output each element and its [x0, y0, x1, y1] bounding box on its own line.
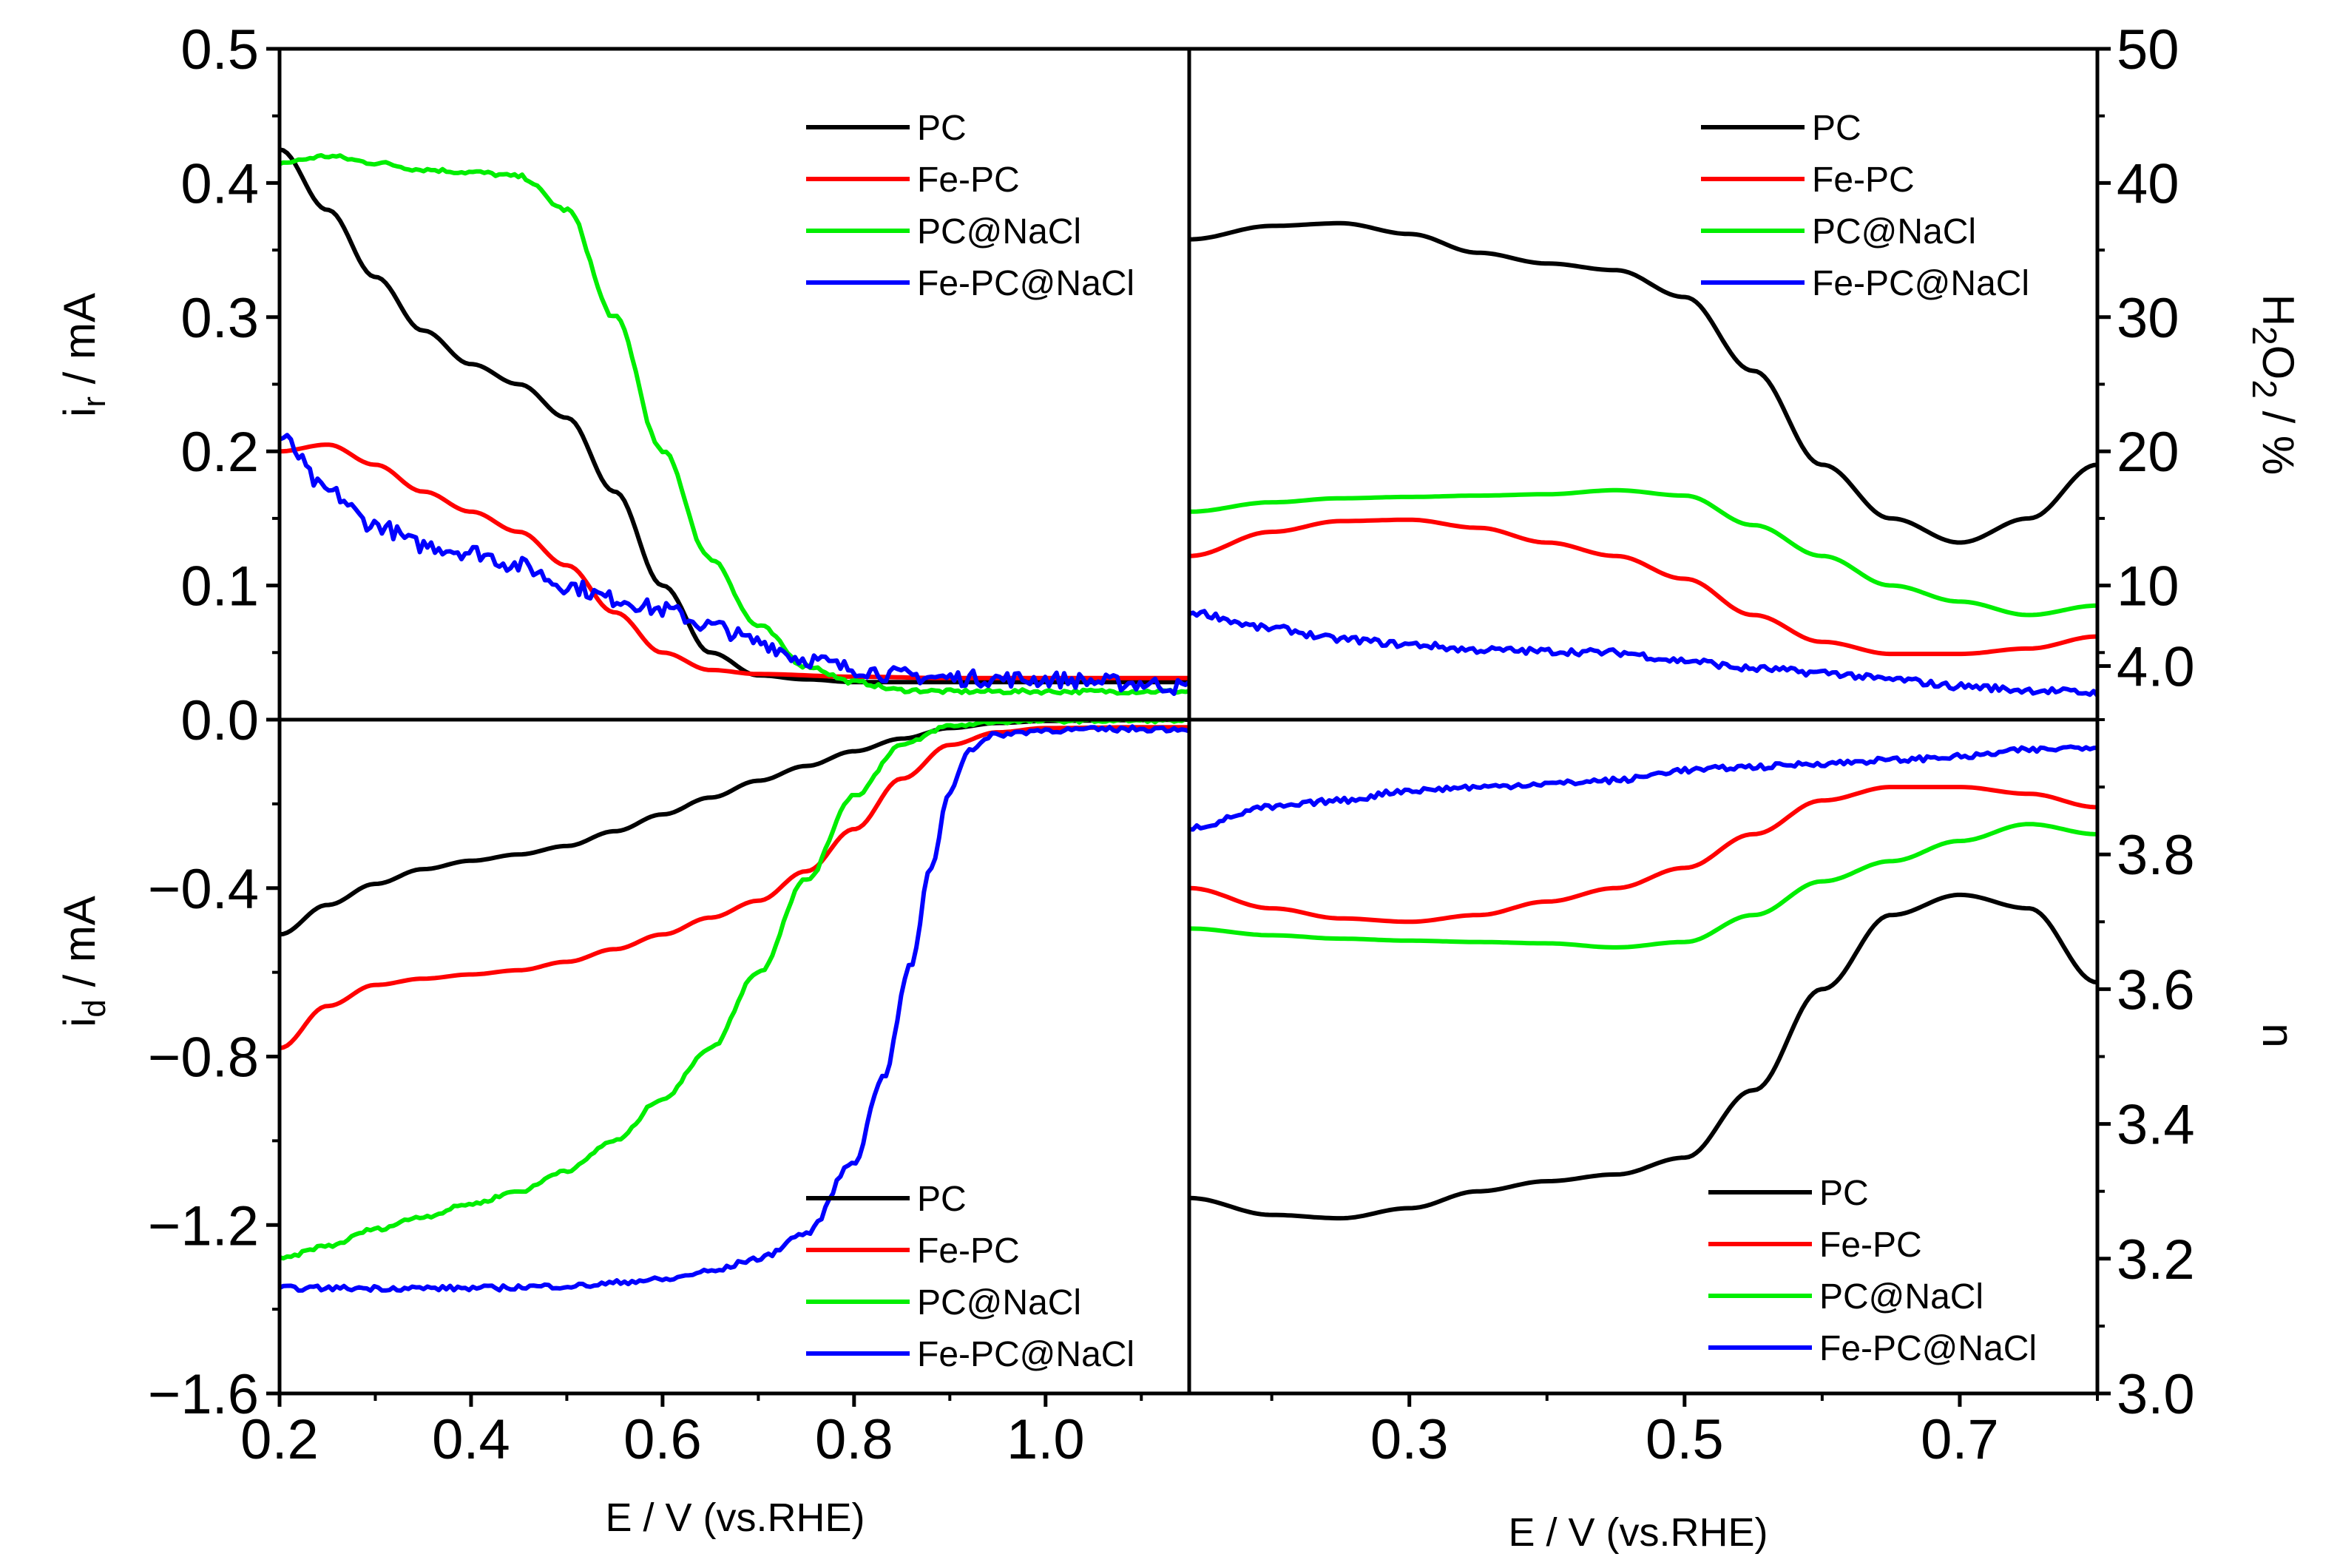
disk-current-xtick-label: 1.0 — [1007, 1408, 1085, 1471]
disk-current-series-pc — [280, 720, 1189, 937]
electron-number-ytick-label: 3.6 — [2117, 959, 2195, 1021]
ring-current-ytick-label: 0.2 — [180, 421, 259, 484]
disk-current-ytick-label: −0.4 — [148, 858, 259, 921]
electron-number-ytick-label: 3.0 — [2117, 1363, 2195, 1426]
electron-number-ytick-label: 3.8 — [2117, 824, 2195, 887]
electron-number-legend-label-pc-nacl: PC@NaCl — [1819, 1277, 1983, 1317]
electron-number-series-fe-pc-nacl — [1189, 744, 2097, 832]
electron-number-ylabel: n — [2253, 1023, 2303, 1047]
disk-current-xtick-label: 0.8 — [815, 1408, 893, 1471]
ring-current-series-fe-pc — [280, 442, 1189, 680]
ring-current-ytick-label: 0.3 — [180, 287, 259, 350]
h2o2-ylabel: H2O2 / % — [2245, 294, 2303, 476]
disk-current-xlabel: E / V (vs.RHE) — [605, 1496, 865, 1540]
ring-current-ytick-label: 0.0 — [180, 689, 259, 752]
ring-current-legend-label-pc: PC — [917, 109, 967, 148]
ring-current-legend-label-fe-pc: Fe-PC — [917, 160, 1020, 200]
disk-current-ytick-label: −1.6 — [148, 1363, 259, 1426]
disk-current-legend-label-pc: PC — [917, 1180, 967, 1219]
ring-current-series-pc-nacl — [280, 153, 1189, 696]
electron-number-legend-label-pc: PC — [1819, 1174, 1869, 1213]
h2o2-ytick-label: 40 — [2117, 152, 2179, 215]
disk-current-series-fe-pc — [280, 725, 1189, 1051]
ring-current-ytick-label: 0.1 — [180, 555, 259, 618]
electron-number-xtick-label: 0.3 — [1370, 1408, 1449, 1471]
electron-number-xtick-label: 0.5 — [1646, 1408, 1724, 1471]
h2o2-series-fe-pc-nacl — [1189, 609, 2097, 697]
ring-current-legend-label-fe-pc-nacl: Fe-PC@NaCl — [917, 264, 1134, 303]
electron-number-xtick-label: 0.7 — [1921, 1408, 1999, 1471]
h2o2-ytick-label: 10 — [2117, 555, 2179, 618]
ring-current-ylabel: ir / mA — [55, 293, 112, 417]
h2o2-ytick-label: 50 — [2117, 18, 2179, 81]
electron-number-xlabel: E / V (vs.RHE) — [1508, 1510, 1768, 1555]
disk-current-series-pc-nacl — [280, 720, 1189, 1261]
disk-current-legend-label-fe-pc-nacl: Fe-PC@NaCl — [917, 1335, 1134, 1374]
disk-current-xtick-label: 0.4 — [432, 1408, 510, 1471]
electron-number-legend-label-fe-pc-nacl: Fe-PC@NaCl — [1819, 1329, 2037, 1368]
disk-current-series-fe-pc-nacl — [280, 724, 1189, 1293]
disk-current-xtick-label: 0.6 — [623, 1408, 702, 1471]
ring-current-ytick-label: 0.5 — [180, 18, 259, 81]
disk-current-xtick-label: 0.2 — [240, 1408, 319, 1471]
electron-number-ytick-label: 3.4 — [2117, 1094, 2195, 1157]
h2o2-ytick-label: 4.0 — [2117, 635, 2195, 698]
h2o2-ytick-label: 30 — [2117, 287, 2179, 350]
ring-current-series-fe-pc-nacl — [280, 433, 1189, 696]
ring-current-ytick-label: 0.4 — [180, 152, 259, 215]
electron-number-series-pc-nacl — [1189, 822, 2097, 950]
h2o2-legend-label-fe-pc: Fe-PC — [1812, 160, 1915, 200]
electron-number-ytick-label: 3.2 — [2117, 1229, 2195, 1291]
h2o2-legend-label-pc: PC — [1812, 109, 1861, 148]
h2o2-series-pc — [1189, 220, 2097, 545]
disk-current-legend-label-fe-pc: Fe-PC — [917, 1231, 1020, 1271]
h2o2-legend-label-fe-pc-nacl: Fe-PC@NaCl — [1812, 264, 2029, 303]
disk-current-ytick-label: −0.8 — [148, 1027, 259, 1089]
h2o2-legend-label-pc-nacl: PC@NaCl — [1812, 212, 1976, 251]
disk-current-ytick-label: −1.2 — [148, 1194, 259, 1257]
disk-current-legend-label-pc-nacl: PC@NaCl — [917, 1283, 1081, 1322]
electron-number-series-pc — [1189, 892, 2097, 1221]
ring-current-legend-label-pc-nacl: PC@NaCl — [917, 212, 1081, 251]
electron-number-legend-label-fe-pc: Fe-PC — [1819, 1226, 1922, 1265]
curves-layer — [280, 147, 2097, 1293]
h2o2-series-pc-nacl — [1189, 487, 2097, 618]
h2o2-series-fe-pc — [1189, 517, 2097, 657]
electron-number-series-fe-pc — [1189, 785, 2097, 925]
disk-current-ylabel: id / mA — [55, 896, 112, 1027]
legends-layer: PC Fe-PC PC@NaCl Fe-PC@NaCl PC Fe-PC PC@NaCl Fe… — [806, 109, 2037, 1374]
h2o2-ytick-label: 20 — [2117, 421, 2179, 484]
ticks-layer: 0.0 0.1 0.2 0.3 0.4 0.5 4.0 10 20 30 40 50 −1.6 −1.2 −… — [148, 18, 2195, 1471]
